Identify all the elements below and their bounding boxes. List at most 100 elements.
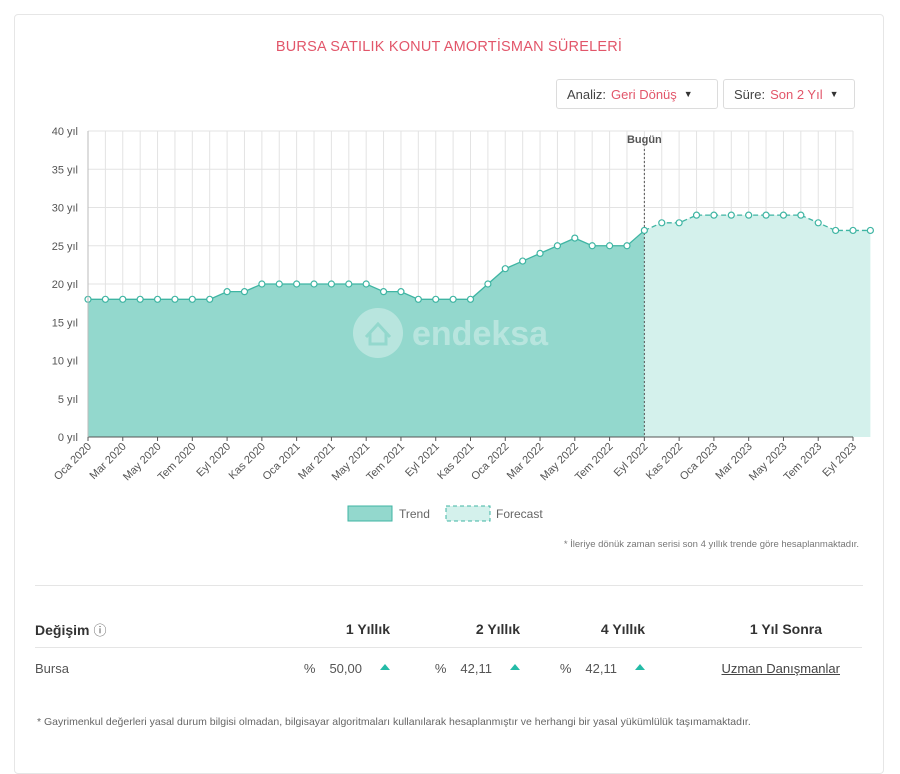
forecast-point — [745, 211, 753, 219]
trend-point — [623, 242, 631, 250]
trend-point — [136, 295, 144, 303]
forecast-point — [866, 226, 874, 235]
trend-point — [223, 288, 231, 296]
trend-area — [88, 230, 645, 437]
trend-point — [501, 265, 509, 273]
page-title: BURSA SATILIK KONUT AMORTİSMAN SÜRELERİ — [275, 39, 623, 55]
x-tick-label: Tem 2023 — [782, 441, 825, 484]
caret-down-icon: ▼ — [683, 89, 693, 99]
change-2y: % 42,11 — [390, 648, 520, 689]
row-city: Bursa — [35, 660, 69, 676]
y-tick-label: 20 yıl — [52, 279, 78, 291]
divider — [35, 585, 863, 586]
table-header-row: Değişim ⓘ 1 Yıllık 2 Yıllık 4 Yıllık 1 Yı… — [35, 611, 862, 648]
y-tick-label: 25 yıl — [52, 241, 78, 253]
trend-point — [571, 234, 579, 242]
x-tick-label: Oca 2023 — [678, 441, 720, 483]
footer-disclaimer: * Gayrimenkul değerleri yasal durum bilg… — [37, 716, 751, 728]
legend-forecast-swatch — [445, 505, 491, 522]
forecast-point — [675, 219, 683, 227]
trend-point — [345, 280, 353, 288]
y-tick-label: 40 yıl — [52, 126, 78, 138]
x-tick-label: Tem 2021 — [364, 441, 407, 484]
up-arrow-icon — [635, 664, 645, 671]
forecast-point — [832, 226, 840, 235]
trend-point — [553, 242, 562, 250]
forecast-point — [797, 211, 805, 219]
header-change: Değişim ⓘ — [35, 611, 265, 648]
duration-dropdown[interactable]: Süre: Son 2 Yıl ▼ — [723, 79, 855, 109]
trend-point — [153, 295, 162, 303]
y-tick-label: 30 yıl — [52, 203, 78, 215]
trend-point — [605, 242, 614, 250]
amortization-chart: 0 yıl 5 yıl 10 yıl 15 yıl 20 yıl 25 yıl 30 yıl… — [52, 126, 874, 522]
header-4y: 4 Yıllık — [520, 611, 645, 648]
header-1y-later: 1 Yıl Sonra — [645, 611, 862, 648]
change-table: Değişim ⓘ 1 Yıllık 2 Yıllık 4 Yıllık 1 Yı… — [35, 611, 862, 688]
x-tick-label: Tem 2020 — [156, 441, 199, 484]
trend-point — [432, 295, 440, 303]
y-tick-label: 10 yıl — [52, 356, 78, 368]
experts-cell: Uzman Danışmanlar — [645, 648, 862, 689]
x-tick-label: Oca 2021 — [261, 441, 303, 483]
today-label: Bugün — [627, 134, 662, 146]
forecast-point — [710, 211, 718, 219]
y-tick-label: 5 yıl — [58, 394, 78, 406]
analysis-label: Analiz: — [567, 86, 607, 102]
watermark-logo-icon — [353, 308, 403, 358]
x-tick-label: Tem 2022 — [573, 441, 616, 484]
analysis-value: Geri Dönüş — [611, 86, 677, 102]
trend-point — [206, 295, 214, 303]
duration-value: Son 2 Yıl — [770, 86, 823, 102]
chart-card: BURSA SATILIK KONUT AMORTİSMAN SÜRELERİ … — [14, 14, 884, 774]
trend-point — [640, 226, 648, 235]
header-1y: 1 Yıllık — [265, 611, 390, 648]
duration-label: Süre: — [734, 86, 766, 102]
watermark-text: endeksa — [412, 315, 549, 353]
experts-link[interactable]: Uzman Danışmanlar — [721, 660, 841, 676]
trend-point — [449, 295, 457, 303]
y-tick-label: 35 yıl — [52, 164, 78, 176]
endeksa-watermark: endeksa — [353, 308, 549, 358]
forecast-point — [692, 211, 701, 219]
trend-point — [414, 295, 422, 303]
trend-point — [293, 280, 301, 288]
forecast-area — [644, 215, 871, 437]
legend-trend-label: Trend — [399, 507, 430, 521]
table-row: Bursa % 50,00 % 42,11 % 42,11 Uzman Danışma… — [35, 648, 862, 689]
trend-point — [466, 295, 475, 303]
trend-point — [588, 242, 596, 250]
trend-point — [379, 288, 388, 296]
change-1y: % 50,00 — [265, 648, 390, 689]
trend-point — [536, 249, 544, 257]
forecast-note: * İleriye dönük zaman serisi son 4 yıllı… — [563, 539, 859, 550]
forecast-point — [849, 226, 857, 235]
trend-point — [188, 295, 196, 303]
trend-point — [275, 280, 283, 288]
x-tick-label: Oca 2020 — [52, 441, 94, 483]
info-icon[interactable]: ⓘ — [93, 622, 107, 638]
forecast-point — [658, 219, 666, 227]
legend-forecast-label: Forecast — [496, 507, 543, 521]
analysis-dropdown[interactable]: Analiz: Geri Dönüş ▼ — [556, 79, 718, 109]
forecast-point — [779, 211, 788, 219]
trend-point — [240, 288, 249, 296]
trend-point — [119, 295, 127, 303]
change-4y: % 42,11 — [520, 648, 645, 689]
trend-point — [362, 280, 370, 288]
trend-point — [327, 280, 336, 288]
trend-point — [484, 280, 492, 288]
trend-point — [171, 295, 179, 303]
legend-trend-swatch — [347, 505, 393, 522]
trend-point — [519, 257, 527, 265]
trend-point — [101, 295, 109, 303]
watermark-house-icon — [364, 321, 392, 346]
y-tick-label: 0 yıl — [58, 432, 78, 444]
y-tick-label: 15 yıl — [52, 317, 78, 329]
x-tick-label: Oca 2022 — [469, 441, 511, 483]
up-arrow-icon — [510, 664, 520, 671]
header-2y: 2 Yıllık — [390, 611, 520, 648]
x-tick-label: Eyl 2023 — [820, 441, 859, 480]
trend-point — [397, 288, 405, 296]
trend-point — [310, 280, 318, 288]
